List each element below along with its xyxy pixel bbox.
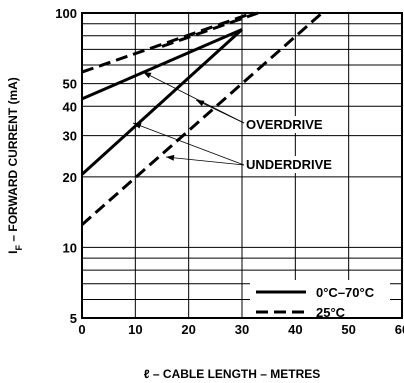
legend-background xyxy=(250,280,390,318)
series-layer xyxy=(80,11,323,226)
overdrive-arrow-solid-head xyxy=(143,72,152,79)
y-axis-title-main: I xyxy=(6,250,20,253)
series-line-overdrive-dashed xyxy=(81,11,254,74)
y-axis-title: IF – FORWARD CURRENT (mA) xyxy=(6,77,24,254)
underdrive-arrow-solid-head xyxy=(133,123,142,129)
x-tick-label: 30 xyxy=(235,322,249,337)
y-tick-label: 100 xyxy=(55,6,77,21)
y-tick-label: 40 xyxy=(63,99,77,114)
y-tick-label: 30 xyxy=(63,129,77,144)
tick-labels: 0 10 20 30 40 50 60 100 50 40 30 20 10 5 xyxy=(55,6,404,337)
underdrive-arrow-solid xyxy=(132,122,245,166)
x-tick-label: 50 xyxy=(341,322,355,337)
y-tick-label: 5 xyxy=(70,311,77,326)
x-tick-label: 10 xyxy=(128,322,142,337)
underdrive-label-background xyxy=(244,156,344,173)
plot-frame xyxy=(81,12,403,319)
legend-label: 0°C–70°C xyxy=(316,285,375,300)
overdrive-label-background xyxy=(244,116,336,133)
x-tick-label: 0 xyxy=(78,322,85,337)
overdrive-label: OVERDRIVE xyxy=(246,117,323,132)
y-axis-title-rest: – FORWARD CURRENT (mA) xyxy=(6,77,20,245)
overdrive-arrow-dashed xyxy=(195,99,245,124)
x-tick-label: 60 xyxy=(395,322,404,337)
y-tick-label: 50 xyxy=(63,77,77,92)
series-line-overdrive-solid xyxy=(81,28,243,101)
x-tick-label: 40 xyxy=(288,322,302,337)
legend: 0°C–70°C 25°C xyxy=(250,280,390,320)
annotations: OVERDRIVE UNDERDRIVE xyxy=(132,71,344,173)
underdrive-arrow-dashed-head xyxy=(166,154,175,161)
underdrive-arrow-dashed xyxy=(165,156,245,166)
x-axis-title: ℓ – CABLE LENGTH – METRES xyxy=(144,367,321,381)
underdrive-label: UNDERDRIVE xyxy=(246,157,332,172)
legend-label: 25°C xyxy=(316,305,346,320)
grid xyxy=(82,13,402,318)
y-tick-label: 10 xyxy=(63,240,77,255)
overdrive-arrow-dashed-head xyxy=(196,100,205,107)
y-axis-title-subscript: F xyxy=(14,244,24,250)
x-tick-label: 20 xyxy=(181,322,195,337)
y-tick-label: 20 xyxy=(63,170,77,185)
series-line-underdrive-solid xyxy=(80,28,244,176)
series-line-extra-dashed xyxy=(161,11,259,48)
